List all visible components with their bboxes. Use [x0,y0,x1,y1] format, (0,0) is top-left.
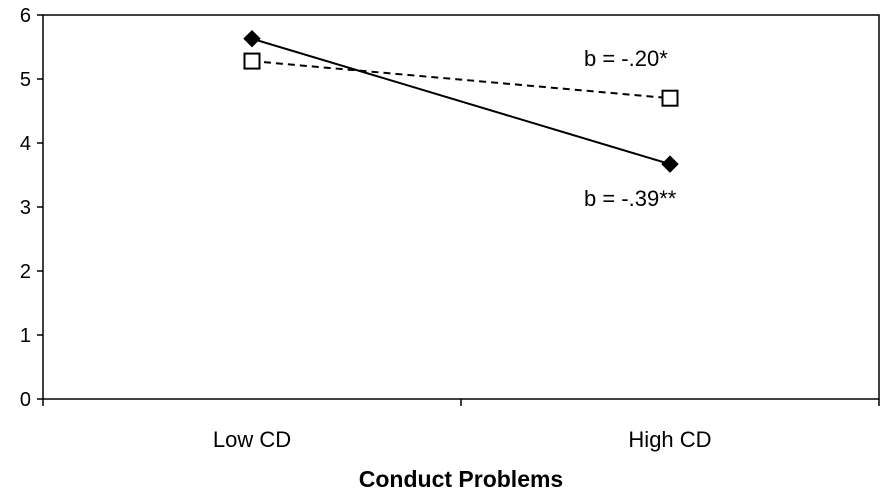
y-tick-label: 3 [20,197,31,219]
x-category-label: High CD [628,427,711,452]
y-tick-label: 4 [20,133,31,155]
slope-annotation: b = -.39** [584,186,677,211]
y-tick-label: 6 [20,5,31,27]
x-axis: Low CD High CD [42,399,880,452]
data-point-marker [661,89,679,107]
series-line [251,60,671,100]
y-tick-label: 2 [20,261,31,283]
data-point-marker [243,52,261,70]
y-axis: 0 1 2 3 4 5 6 [20,5,43,411]
series-line [251,37,671,166]
y-tick-label: 5 [20,69,31,91]
y-tick-label: 1 [20,325,31,347]
plot-area-frame [42,14,880,400]
y-tick-label: 0 [20,389,31,411]
data-point-marker [661,155,679,173]
x-axis-title: Conduct Problems [359,466,563,492]
x-category-label: Low CD [213,427,291,452]
data-point-marker [243,29,261,48]
series-layer: b = -.39** b = -.20* [243,29,679,211]
slope-annotation: b = -.20* [584,46,668,71]
